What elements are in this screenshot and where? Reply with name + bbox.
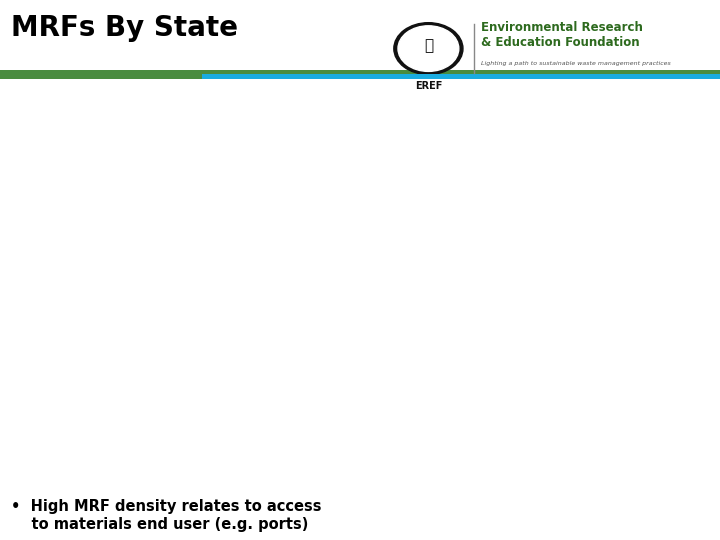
Text: MRFs By State: MRFs By State [11, 14, 238, 42]
Circle shape [394, 23, 463, 75]
Text: •  High MRF density relates to access: • High MRF density relates to access [11, 500, 321, 515]
Bar [0, 70, 720, 79]
Text: Environmental Research
& Education Foundation: Environmental Research & Education Found… [481, 21, 643, 49]
Text: Lighting a path to sustainable waste management practices: Lighting a path to sustainable waste man… [481, 61, 671, 66]
Text: to materials end user (e.g. ports): to materials end user (e.g. ports) [11, 517, 308, 532]
Bar [202, 74, 720, 79]
Text: EREF: EREF [415, 81, 442, 91]
Circle shape [398, 26, 459, 71]
Text: 🌳: 🌳 [424, 38, 433, 53]
